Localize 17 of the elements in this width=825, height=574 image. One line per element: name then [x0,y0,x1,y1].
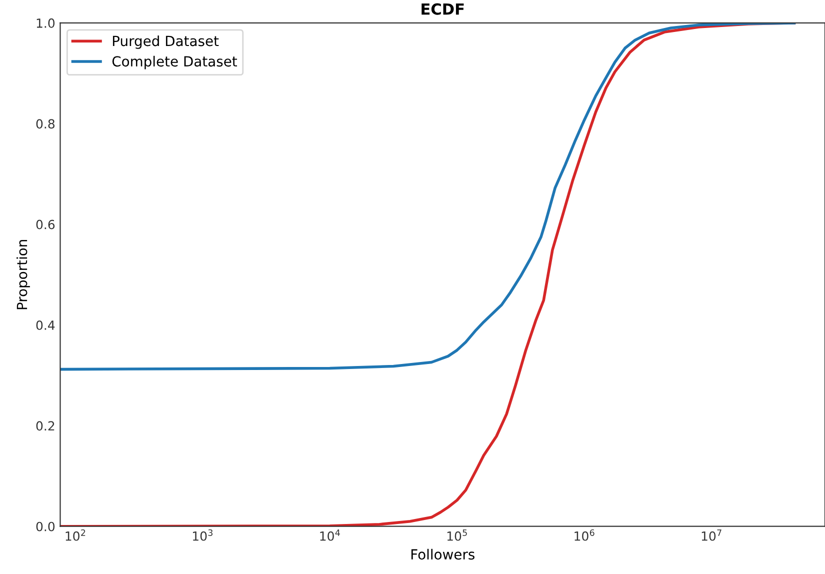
y-tick-label: 0.4 [36,320,55,330]
x-tick-label: 10$^{2}$ [66,529,86,541]
x-axis-title: Followers [411,548,474,560]
legend-label: Purged Dataset [112,35,219,49]
x-tick-label: 10$^{4}$ [320,529,340,541]
y-tick-label: 0.2 [36,421,54,431]
x-tick-label: 10$^{5}$ [447,529,467,541]
x-tick-label: 10$^{3}$ [192,529,213,541]
y-tick-label: 0.0 [36,522,55,532]
y-tick-label: 1.0 [36,18,55,28]
y-axis-title: Proportion [16,240,30,310]
y-tick-label: 0.6 [36,220,55,230]
legend-label: Complete Dataset [112,56,238,70]
x-tick-label: 10$^{6}$ [574,529,594,541]
y-tick-label: 0.8 [36,119,55,129]
chart-title: ECDF [422,3,464,15]
x-tick-label: 10$^{7}$ [702,529,722,541]
